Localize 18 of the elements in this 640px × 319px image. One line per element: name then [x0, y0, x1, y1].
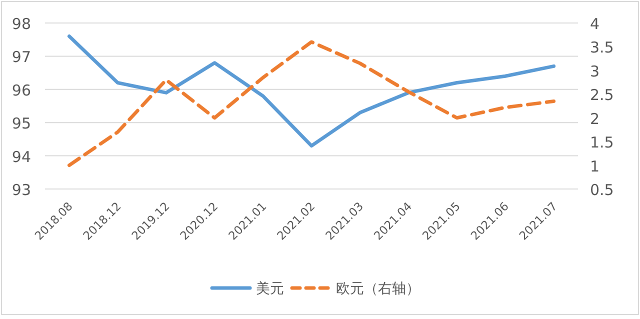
line-series [67, 40, 556, 168]
y2-tick-label: 3.5 [590, 38, 614, 57]
y2-tick-label: 1 [590, 157, 600, 176]
y2-tick-label: 2 [590, 110, 600, 128]
y-tick-label: 98 [12, 15, 31, 33]
y2-tick-label: 3 [590, 62, 600, 80]
y2-tick-label: 0.5 [590, 181, 614, 199]
legend-label: 欧元（右轴） [336, 281, 420, 297]
line-series [67, 34, 556, 148]
y-tick-label: 93 [12, 181, 31, 199]
y2-tick-label: 1.5 [590, 134, 614, 152]
y-tick-label: 94 [12, 148, 31, 166]
y-tick-label: 97 [12, 48, 31, 66]
y-tick-label: 95 [12, 114, 31, 133]
y2-tick-label: 4 [590, 15, 600, 33]
legend-label: 美元 [256, 281, 284, 297]
y-tick-label: 96 [12, 81, 31, 100]
y2-tick-label: 2.5 [590, 86, 614, 104]
